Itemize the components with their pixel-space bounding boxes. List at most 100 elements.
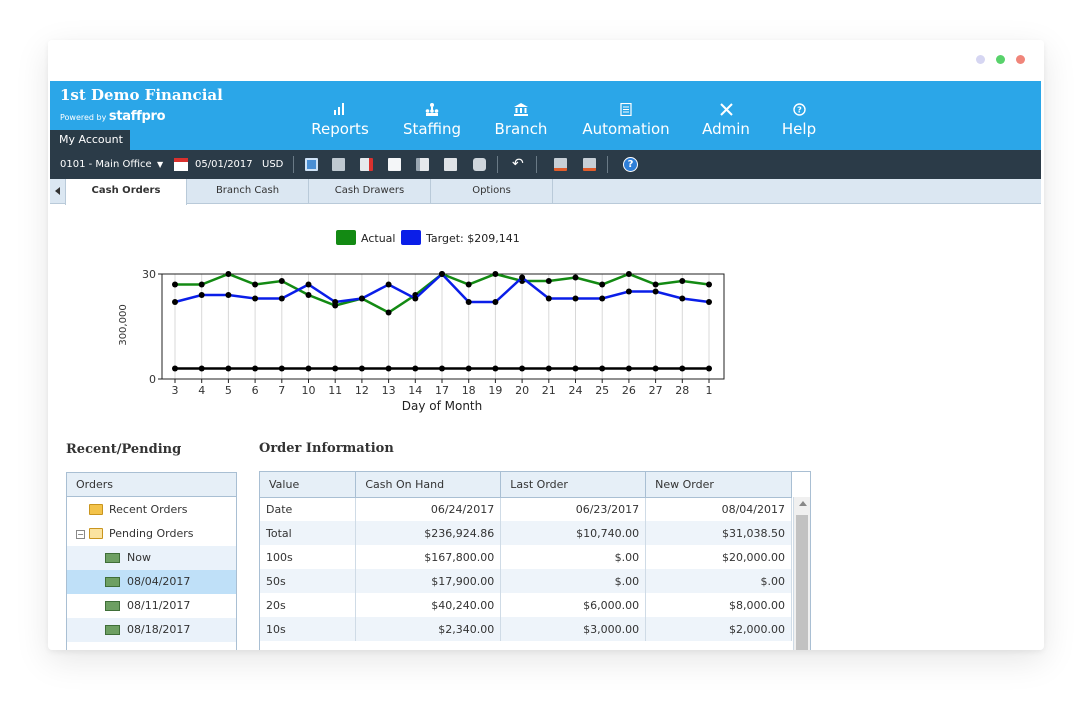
report-icon[interactable] xyxy=(332,158,345,171)
tab-options[interactable]: Options xyxy=(431,179,553,204)
column-header-cash-on-hand[interactable]: Cash On Hand xyxy=(355,472,502,498)
cell-value: 100s xyxy=(260,545,357,569)
app-window: 1st Demo Financial Powered by staffpro M… xyxy=(48,40,1044,650)
x-tick-label: 1 xyxy=(706,384,713,397)
legend-swatch-target xyxy=(401,230,421,245)
image-icon[interactable] xyxy=(583,158,596,171)
powered-by: Powered by staffpro xyxy=(60,109,166,124)
cell-last-order: $10,740.00 xyxy=(500,521,647,545)
order-info-title: Order Information xyxy=(259,441,394,456)
help-icon[interactable]: ? xyxy=(623,157,638,172)
data-point xyxy=(519,365,526,372)
powered-by-text: Powered by xyxy=(60,113,107,122)
lock-icon[interactable] xyxy=(473,158,486,171)
column-header-value[interactable]: Value xyxy=(260,472,357,498)
order-info-table: Value Cash On Hand Last Order New Order … xyxy=(259,471,811,650)
data-point xyxy=(412,295,419,302)
image-icon[interactable] xyxy=(554,158,567,171)
nav-reports[interactable]: Reports xyxy=(310,103,370,138)
nav-help[interactable]: ? Help xyxy=(776,103,822,138)
cell-cash-on-hand: $167,800.00 xyxy=(355,545,502,569)
copy-icon[interactable] xyxy=(416,158,429,171)
cell-new-order[interactable]: $2,000.00 xyxy=(645,617,792,641)
cell-value: 50s xyxy=(260,569,357,593)
data-point xyxy=(679,295,686,302)
nav-label: Help xyxy=(781,120,817,138)
data-point xyxy=(412,365,419,372)
nav-branch[interactable]: Branch xyxy=(492,103,550,138)
cell-new-order[interactable]: $8,000.00 xyxy=(645,593,792,617)
scroll-up-icon[interactable] xyxy=(799,501,807,506)
collapse-icon[interactable]: − xyxy=(76,530,85,539)
data-point xyxy=(358,365,365,372)
branch-selector[interactable]: 0101 - Main Office xyxy=(60,159,152,170)
cash-icon xyxy=(105,601,120,611)
cell-new-order[interactable]: $.00 xyxy=(645,569,792,593)
save-icon[interactable] xyxy=(305,158,318,171)
app-header: 1st Demo Financial Powered by staffpro M… xyxy=(50,81,1041,150)
x-tick-label: 4 xyxy=(198,384,205,397)
x-tick-label: 7 xyxy=(278,384,285,397)
scroll-thumb[interactable] xyxy=(796,515,808,650)
window-dot-maximize[interactable] xyxy=(996,55,1005,64)
delete-icon[interactable] xyxy=(360,158,373,171)
data-point xyxy=(225,271,232,277)
nav-automation[interactable]: Automation xyxy=(578,102,674,138)
tree-item-now[interactable]: Now xyxy=(67,546,236,570)
tab-cash-orders[interactable]: Cash Orders xyxy=(65,179,187,205)
toolbar-divider xyxy=(536,156,537,173)
data-point xyxy=(332,299,339,305)
cell-new-order[interactable]: $31,038.50 xyxy=(645,521,792,545)
nav-label: Staffing xyxy=(402,120,462,138)
data-point xyxy=(572,274,579,281)
window-dot-minimize[interactable] xyxy=(976,55,985,64)
data-point xyxy=(332,365,339,372)
tree-item-recent-orders[interactable]: Recent Orders xyxy=(67,498,236,522)
date-field[interactable]: 05/01/2017 xyxy=(195,159,253,170)
data-point xyxy=(385,309,392,316)
column-header-last-order[interactable]: Last Order xyxy=(500,472,647,498)
data-point xyxy=(172,299,178,305)
undo-icon[interactable]: ↶ xyxy=(512,156,524,172)
data-point xyxy=(278,295,285,302)
svg-text:?: ? xyxy=(797,106,802,115)
window-dot-close[interactable] xyxy=(1016,55,1025,64)
tree-item-order-0818[interactable]: 08/18/2017 xyxy=(67,618,236,642)
cell-new-order[interactable]: 08/04/2017 xyxy=(645,497,792,521)
tree-item-order-0811[interactable]: 08/11/2017 xyxy=(67,594,236,618)
data-point xyxy=(305,365,312,372)
column-header-new-order[interactable]: New Order xyxy=(645,472,792,498)
data-point xyxy=(278,365,285,372)
table-row: 50s $17,900.00 $.00 $.00 xyxy=(260,569,792,593)
cell-last-order: $6,000.00 xyxy=(500,593,647,617)
data-point xyxy=(198,292,205,298)
tab-branch-cash[interactable]: Branch Cash xyxy=(187,179,309,204)
tree-item-pending-orders[interactable]: − Pending Orders xyxy=(67,522,236,546)
tab-cash-drawers[interactable]: Cash Drawers xyxy=(309,179,431,204)
data-point xyxy=(252,365,259,372)
new-document-icon[interactable] xyxy=(388,158,401,171)
data-point xyxy=(465,299,472,305)
x-axis-label: Day of Month xyxy=(402,399,483,413)
data-point xyxy=(545,278,552,284)
calendar-icon[interactable] xyxy=(174,158,188,171)
tree-item-order-0804[interactable]: 08/04/2017 xyxy=(67,570,236,594)
data-point xyxy=(545,365,552,372)
window-chrome xyxy=(48,40,1044,81)
my-account-button[interactable]: My Account xyxy=(50,130,130,150)
data-point xyxy=(572,365,579,372)
chevron-down-icon[interactable]: ▼ xyxy=(157,160,164,169)
table-scrollbar[interactable] xyxy=(793,497,810,650)
table-row: 10s $2,340.00 $3,000.00 $2,000.00 xyxy=(260,617,792,641)
paste-icon[interactable] xyxy=(444,158,457,171)
nav-staffing[interactable]: Staffing xyxy=(400,103,464,138)
nav-admin[interactable]: Admin xyxy=(698,103,754,138)
tab-scroll-left-icon[interactable] xyxy=(55,187,60,195)
currency-label: USD xyxy=(262,159,284,170)
data-point xyxy=(625,271,632,277)
cell-value: Total xyxy=(260,521,357,545)
cell-last-order: $.00 xyxy=(500,545,647,569)
legend-label-target: Target: $209,141 xyxy=(425,232,520,245)
cell-new-order[interactable]: $20,000.00 xyxy=(645,545,792,569)
